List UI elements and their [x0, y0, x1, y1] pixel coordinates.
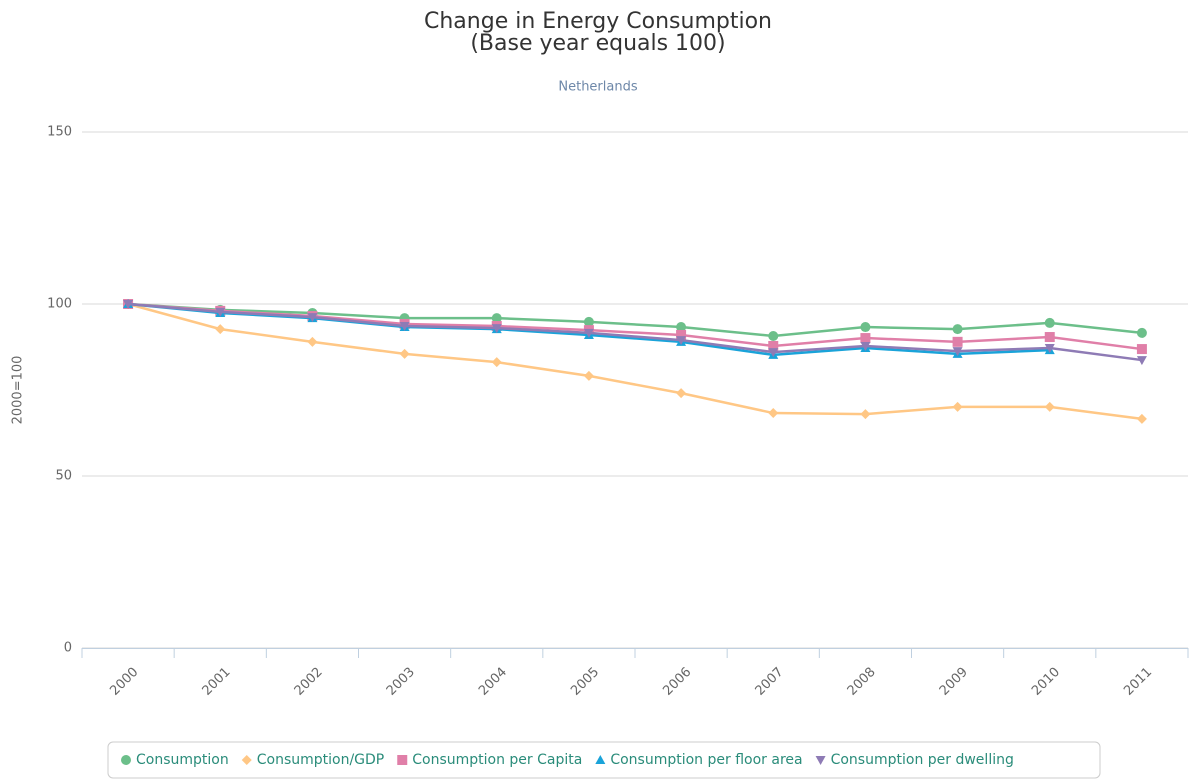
marker	[860, 333, 871, 344]
marker	[241, 755, 252, 765]
x-tick-label: 2001	[200, 665, 234, 699]
marker	[860, 409, 871, 420]
marker	[768, 330, 779, 341]
x-tick-label: 2005	[568, 665, 602, 699]
legend-label: Consumption per floor area	[610, 752, 802, 768]
marker	[1044, 317, 1055, 328]
y-axis-label: 2000=100	[11, 356, 26, 425]
marker	[399, 348, 410, 359]
y-tick-label: 0	[64, 641, 72, 656]
x-tick-label: 2011	[1121, 665, 1155, 699]
marker	[215, 324, 226, 335]
marker	[1044, 401, 1055, 412]
legend-item: Consumption/GDP	[241, 752, 385, 768]
x-tick-label: 2004	[476, 665, 510, 699]
marker	[952, 401, 963, 412]
marker	[952, 336, 963, 347]
marker	[815, 756, 826, 765]
marker	[860, 341, 871, 351]
x-tick-label: 2003	[384, 665, 418, 699]
legend-label: Consumption/GDP	[257, 752, 385, 768]
marker	[583, 316, 594, 327]
marker	[583, 328, 594, 338]
y-tick-label: 50	[55, 469, 72, 484]
x-tick-label: 2000	[107, 665, 141, 699]
marker	[1136, 344, 1147, 355]
series-line	[127, 302, 1143, 421]
marker	[676, 388, 687, 399]
series-line	[128, 302, 1143, 338]
x-tick-label: 2006	[660, 665, 694, 699]
marker	[768, 408, 779, 419]
legend-item: Consumption per floor area	[595, 752, 803, 768]
marker	[768, 348, 779, 358]
chart-title: (Base year equals 100)	[470, 31, 725, 56]
marker	[595, 755, 606, 764]
legend-label: Consumption per dwelling	[831, 752, 1014, 768]
x-tick-label: 2010	[1029, 665, 1063, 699]
chart-subtitle: Netherlands	[558, 80, 637, 95]
marker	[307, 336, 318, 347]
legend-item: Consumption per Capita	[397, 752, 582, 768]
marker	[123, 300, 134, 309]
x-tick-label: 2002	[292, 665, 326, 699]
marker	[1044, 344, 1055, 354]
marker	[397, 755, 408, 765]
marker	[952, 324, 963, 335]
legend-item: Consumption per dwelling	[815, 752, 1014, 768]
chart-title: Change in Energy Consumption	[424, 9, 772, 34]
legend-item: Consumption	[121, 752, 229, 768]
marker	[215, 307, 226, 317]
marker	[952, 347, 963, 357]
x-tick-label: 2009	[937, 665, 971, 699]
marker	[491, 357, 502, 368]
marker	[491, 313, 502, 324]
x-tick-label: 2007	[753, 665, 787, 699]
legend-box	[107, 741, 1101, 779]
marker	[121, 755, 131, 765]
marker	[491, 324, 502, 334]
marker	[1136, 413, 1147, 424]
marker	[860, 322, 871, 333]
marker	[1136, 356, 1147, 366]
y-tick-label: 100	[47, 297, 72, 312]
marker	[676, 322, 687, 333]
marker	[399, 322, 410, 332]
legend-label: Consumption per Capita	[412, 752, 582, 768]
marker	[1136, 327, 1147, 338]
marker	[307, 313, 318, 323]
series-line	[127, 302, 1143, 362]
legend-label: Consumption	[136, 752, 229, 768]
marker	[1044, 332, 1055, 343]
x-tick-label: 2008	[845, 665, 879, 699]
marker	[676, 336, 687, 346]
marker	[583, 370, 594, 381]
y-tick-label: 150	[47, 125, 72, 140]
